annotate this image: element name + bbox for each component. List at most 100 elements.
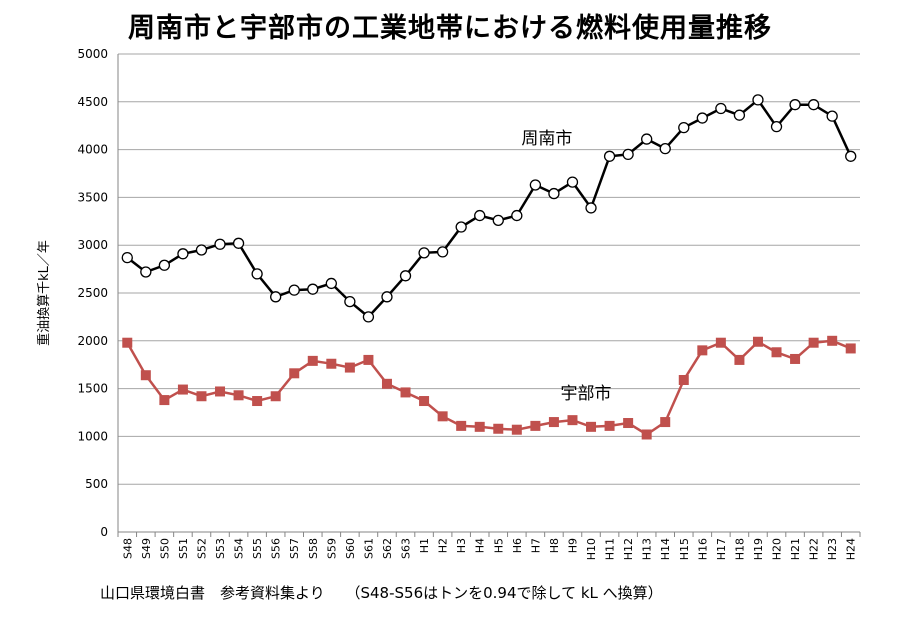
data-point [363, 354, 374, 365]
data-point [289, 368, 300, 379]
series-line-ube [126, 339, 852, 436]
chart: 0 500 1000 1500 2000 2500 3000 3500 4000 4500 5000… [36, 47, 861, 560]
data-point [696, 112, 708, 124]
data-point [215, 386, 226, 397]
data-point [566, 176, 579, 188]
data-point [826, 110, 838, 122]
x-tick-label: S51 [177, 538, 190, 559]
x-tick-label: S58 [307, 538, 320, 559]
data-point [641, 429, 652, 440]
x-tick-label: S61 [362, 538, 375, 559]
data-point [456, 420, 467, 431]
data-point [326, 358, 337, 369]
data-point [511, 209, 523, 222]
y-tick-label: 1000 [77, 429, 108, 443]
y-tick-label: 0 [100, 525, 108, 539]
y-tick-label: 2500 [77, 286, 108, 300]
data-point [122, 337, 133, 348]
series-label-shunan: 周南市 [521, 129, 572, 149]
axes [117, 54, 861, 537]
x-tick-label: H10 [585, 538, 598, 560]
data-point [808, 337, 819, 348]
y-tick-label: 4000 [77, 143, 108, 157]
data-point [622, 148, 634, 161]
data-point [159, 395, 170, 406]
data-point [827, 335, 838, 346]
x-tick-label: S52 [195, 538, 208, 559]
conversion-note: （S48-S56はトンを0.94で除して kL へ換算） [345, 584, 663, 602]
data-point [419, 396, 430, 407]
series-line-shunan [126, 98, 852, 319]
x-tick-label: H24 [845, 538, 858, 560]
data-point [493, 423, 504, 434]
data-point [196, 391, 207, 402]
footer: 山口県環境白書 参考資料集より （S48-S56はトンを0.94で除して kL … [100, 582, 679, 603]
y-tick-label: 3500 [77, 190, 108, 204]
data-point [381, 378, 392, 389]
y-axis-label: 重油換算千kL／年 [36, 240, 52, 346]
y-tick-label: 3000 [77, 238, 108, 252]
data-point [270, 291, 282, 303]
data-point [771, 347, 782, 358]
data-point [845, 343, 856, 354]
data-point [770, 121, 783, 133]
x-tick-labels: S48 S49 S50 S51 S52 S53 S54 S55 S56 S57 S58 S59 S60 S… [121, 538, 857, 560]
y-tick-label: 2000 [77, 334, 108, 348]
x-tick-label: H6 [511, 538, 524, 553]
x-tick-label: H22 [808, 538, 821, 560]
series-label-ube: 宇部市 [560, 384, 611, 404]
data-point [436, 246, 449, 258]
data-point [659, 142, 671, 155]
data-point [492, 214, 504, 226]
x-tick-label: H15 [678, 538, 691, 560]
data-point [140, 370, 151, 381]
x-tick-label: S62 [381, 538, 394, 559]
data-point [307, 283, 319, 295]
x-tick-label: H4 [474, 538, 487, 553]
data-point [140, 266, 152, 278]
series-lines [126, 98, 852, 436]
y-tick-labels: 0 500 1000 1500 2000 2500 3000 3500 4000 4500 5000 [77, 47, 108, 539]
x-tick-label: H20 [771, 538, 784, 560]
data-point [586, 421, 597, 432]
x-tick-label: H1 [418, 538, 431, 553]
y-tick-label: 4500 [77, 95, 108, 109]
data-point [548, 417, 559, 428]
data-point [177, 248, 189, 260]
x-tick-label: S63 [400, 538, 413, 559]
x-tick-label: H19 [752, 538, 765, 560]
data-point [548, 187, 560, 200]
x-tick-label: H2 [437, 538, 450, 553]
data-point [474, 209, 486, 222]
data-point [603, 150, 616, 162]
x-tick-label: H8 [548, 538, 561, 553]
x-tick-label: S57 [288, 538, 301, 559]
data-point [474, 421, 485, 432]
x-tick-label: S48 [121, 538, 134, 559]
y-tick-label: 5000 [77, 47, 108, 61]
data-point [660, 417, 671, 428]
data-point [623, 418, 634, 429]
data-point [734, 354, 745, 365]
x-tick-label: S55 [251, 538, 264, 559]
data-point [400, 387, 411, 398]
data-point [789, 99, 801, 111]
data-point [455, 221, 467, 233]
data-point [511, 424, 522, 435]
data-point [381, 291, 393, 303]
data-point [214, 238, 226, 250]
data-point [251, 268, 263, 280]
data-point [362, 311, 375, 323]
data-point [585, 202, 597, 214]
x-tick-label: H18 [733, 538, 746, 560]
data-point [252, 396, 263, 407]
x-tick-label: S49 [140, 538, 153, 559]
x-tick-label: H14 [659, 538, 672, 560]
data-point [567, 415, 578, 426]
data-point [604, 420, 615, 431]
x-tick-label: S56 [270, 538, 283, 559]
data-point [399, 270, 412, 282]
data-point [233, 390, 244, 401]
gridlines [118, 53, 860, 485]
y-tick-label: 500 [85, 477, 108, 491]
